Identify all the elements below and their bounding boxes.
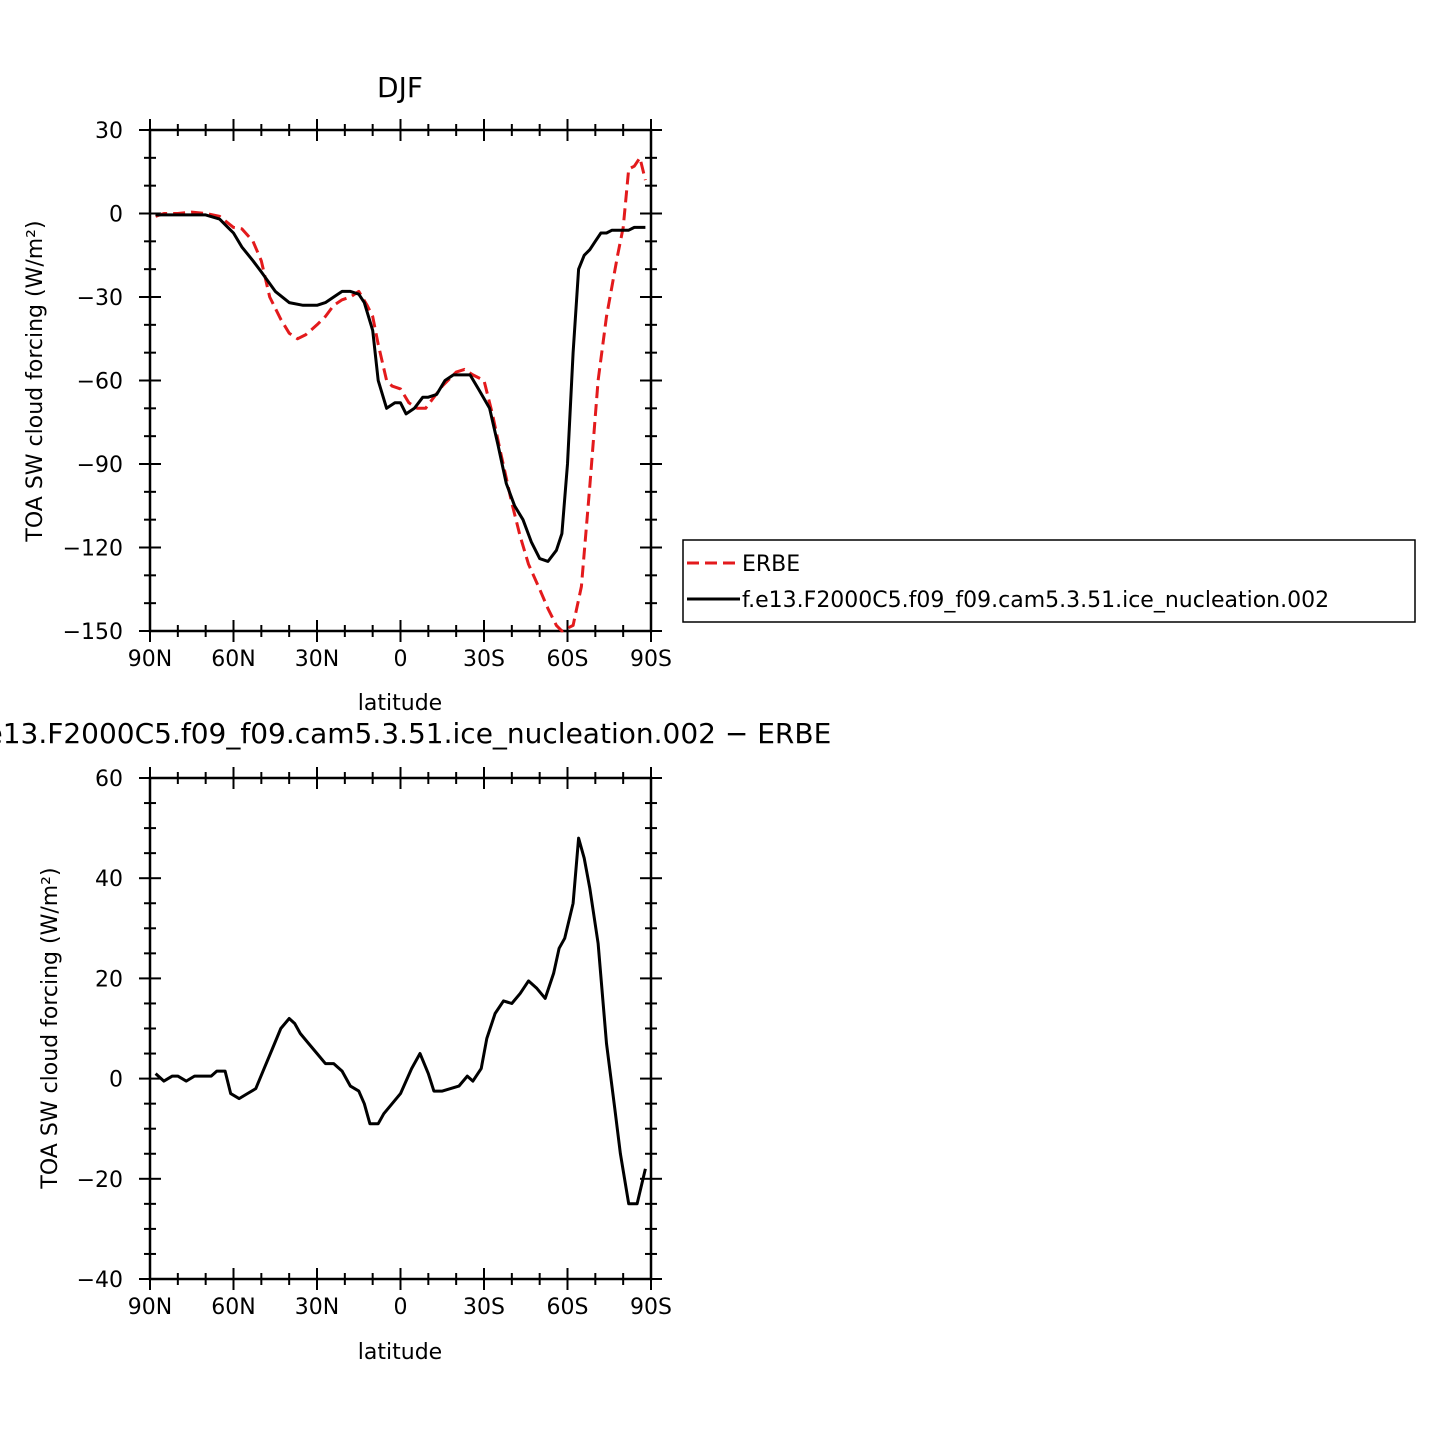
top-y-tick-labels: 30 0 −30 −60 −90 −120 −150 (63, 119, 123, 645)
y-tick-label: −60 (77, 370, 123, 395)
x-tick-label: 30N (295, 1295, 339, 1320)
top-series-line-1 (155, 213, 646, 563)
bottom-panel: f.e13.F2000C5.f09_f09.cam5.3.51.ice_nucl… (0, 717, 831, 1365)
y-tick-label: −120 (63, 537, 123, 562)
x-tick-label: 90N (128, 647, 172, 672)
x-tick-label: 0 (394, 647, 408, 672)
legend-label-erbe: ERBE (742, 552, 800, 577)
bottom-x-tick-labels: 90N 60N 30N 0 30S 60S 90S (128, 1295, 672, 1320)
bottom-series-line-0 (154, 836, 647, 1206)
x-tick-label: 60N (211, 1295, 255, 1320)
bottom-y-axis-title: TOA SW cloud forcing (W/m²) (38, 867, 63, 1189)
x-tick-label: 90N (128, 1295, 172, 1320)
legend-label-model: f.e13.F2000C5.f09_f09.cam5.3.51.ice_nucl… (742, 588, 1329, 613)
bottom-tick-marks (139, 767, 662, 1290)
x-tick-label: 60S (547, 647, 589, 672)
top-x-axis-title: latitude (358, 691, 442, 716)
x-tick-label: 60S (547, 1295, 589, 1320)
top-series-lines (155, 156, 647, 633)
top-plot-frame (148, 128, 653, 633)
bottom-chart-title: f.e13.F2000C5.f09_f09.cam5.3.51.ice_nucl… (0, 717, 831, 750)
y-tick-label: −90 (77, 453, 123, 478)
top-panel: DJF 30 0 −30 −60 −90 −120 −150 90N 60N 30N 0 30S 60… (23, 71, 672, 716)
top-chart-title: DJF (377, 71, 423, 104)
bottom-series-lines (154, 836, 647, 1206)
legend-box (682, 539, 1416, 623)
top-tick-marks (139, 119, 662, 642)
x-tick-label: 90S (630, 1295, 672, 1320)
y-tick-label: −150 (63, 620, 123, 645)
y-tick-label: −30 (77, 286, 123, 311)
x-tick-label: 0 (394, 1295, 408, 1320)
top-x-tick-labels: 90N 60N 30N 0 30S 60S 90S (128, 647, 672, 672)
y-tick-label: 0 (109, 203, 123, 228)
x-tick-label: 30N (295, 647, 339, 672)
y-tick-label: 0 (109, 1068, 123, 1093)
y-tick-label: 30 (95, 119, 123, 144)
x-tick-label: 90S (630, 647, 672, 672)
bottom-y-tick-labels: 60 40 20 0 −20 −40 (77, 767, 123, 1293)
y-tick-label: −20 (77, 1168, 123, 1193)
x-tick-label: 30S (463, 1295, 505, 1320)
y-tick-label: 60 (95, 767, 123, 792)
y-tick-label: 20 (95, 967, 123, 992)
x-tick-label: 60N (211, 647, 255, 672)
bottom-x-axis-title: latitude (358, 1340, 442, 1365)
y-tick-label: −40 (77, 1268, 123, 1293)
legend: ERBE f.e13.F2000C5.f09_f09.cam5.3.51.ice… (682, 539, 1416, 623)
x-tick-label: 30S (463, 647, 505, 672)
y-tick-label: 40 (95, 867, 123, 892)
top-y-axis-title: TOA SW cloud forcing (W/m²) (23, 220, 48, 542)
